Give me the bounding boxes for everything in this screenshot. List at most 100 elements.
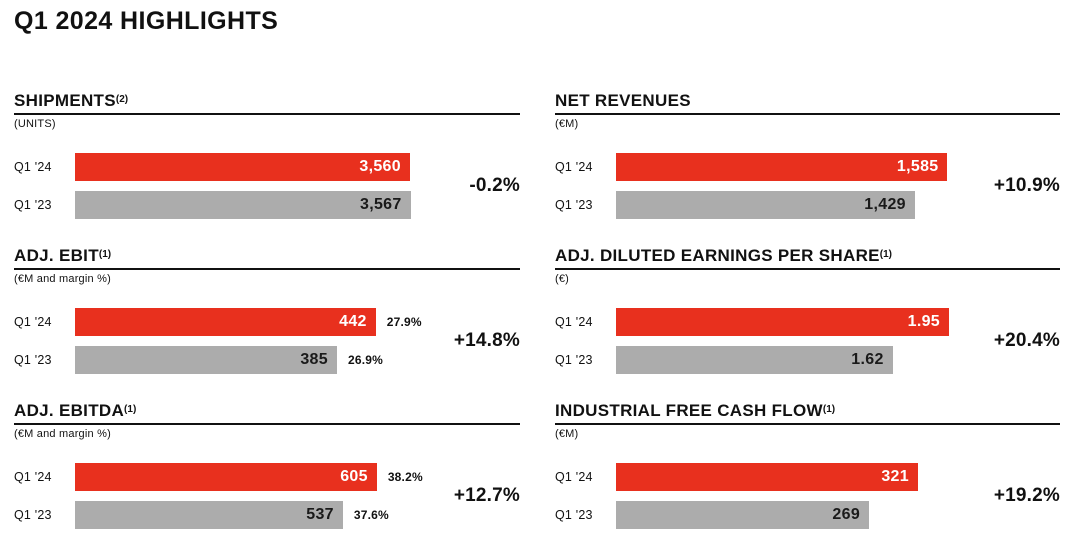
footnote-marker: (1) [879,249,893,260]
section-title: ADJ. EBIT [14,246,99,265]
unit-label: (€M and margin %) [14,273,111,285]
margin-label: 37.6% [353,508,389,522]
bar-current: 321 [616,463,918,491]
bar-track: 605 38.2% [75,463,520,491]
bar-value: 605 [340,468,368,485]
delta-label: +10.9% [993,175,1060,196]
category-label: Q1 '24 [14,160,52,174]
bar-row: Q1 '24 3,560 [14,153,520,181]
bar-row: Q1 '23 1.62 [555,346,1060,374]
footnote-marker: (1) [124,404,137,415]
bar-group: Q1 '24 442 27.9% Q1 '23 385 26.9% +14.8% [14,308,520,374]
category-label: Q1 '24 [555,315,593,329]
charts-grid: SHIPMENTS(2) (UNITS) Q1 '24 3,560 Q1 '23… [14,92,1060,529]
delta-label: +12.7% [453,485,520,506]
bar-value: 1,429 [864,196,906,213]
bar-track: 321 [616,463,1060,491]
bar-prior: 385 [75,346,337,374]
bar-group: Q1 '24 1.95 Q1 '23 1.62 +20.4% [555,308,1060,374]
bar-group: Q1 '24 1,585 Q1 '23 1,429 +10.9% [555,153,1060,219]
bar-prior: 1,429 [616,191,915,219]
bar-value: 3,560 [359,158,401,175]
category-label: Q1 '24 [14,470,52,484]
bar-value: 1.95 [907,313,940,330]
bar-row: Q1 '23 1,429 [555,191,1060,219]
bar-row: Q1 '24 605 38.2% [14,463,520,491]
bar-value: 442 [339,313,367,330]
bar-row: Q1 '24 1,585 [555,153,1060,181]
bar-row: Q1 '23 537 37.6% [14,501,520,529]
bar-track: 1.62 [616,346,1060,374]
bar-value: 385 [300,351,328,368]
bar-value: 269 [832,506,861,523]
bar-current: 1,585 [616,153,948,181]
chart-adj-ebitda: ADJ. EBITDA(1) (€M and margin %) Q1 '24 … [14,402,520,529]
bar-group: Q1 '24 605 38.2% Q1 '23 537 37.6% +12.7% [14,463,520,529]
bar-track: 1,429 [616,191,1060,219]
bar-value: 537 [306,506,334,523]
bar-prior: 537 [75,501,343,529]
bar-row: Q1 '23 269 [555,501,1060,529]
section-title: ADJ. DILUTED EARNINGS PER SHARE [555,246,880,265]
bar-row: Q1 '24 442 27.9% [14,308,520,336]
bar-current: 1.95 [616,308,949,336]
category-label: Q1 '24 [14,315,52,329]
delta-label: -0.2% [469,175,520,196]
section-header: ADJ. EBITDA(1) [14,402,520,425]
bar-prior: 269 [616,501,870,529]
bar-track: 3,567 [75,191,520,219]
bar-track: 537 37.6% [75,501,520,529]
category-label: Q1 '23 [14,198,52,212]
chart-adj-ebit: ADJ. EBIT(1) (€M and margin %) Q1 '24 44… [14,247,520,374]
category-label: Q1 '23 [14,353,52,367]
unit-label: (€) [555,273,570,285]
section-header: NET REVENUES [555,92,1060,115]
footnote-marker: (2) [115,94,129,105]
bar-group: Q1 '24 321 Q1 '23 269 +19.2% [555,463,1060,529]
bar-current: 3,560 [75,153,410,181]
bar-track: 1,585 [616,153,1060,181]
bar-track: 385 26.9% [75,346,520,374]
margin-label: 27.9% [386,315,422,329]
category-label: Q1 '23 [555,198,593,212]
bar-prior: 3,567 [75,191,411,219]
chart-shipments: SHIPMENTS(2) (UNITS) Q1 '24 3,560 Q1 '23… [14,92,520,219]
bar-track: 442 27.9% [75,308,520,336]
bar-value: 1,585 [896,158,939,175]
bar-current: 442 [75,308,376,336]
delta-label: +19.2% [993,485,1060,506]
section-header: SHIPMENTS(2) [14,92,520,115]
bar-value: 1.62 [851,351,884,368]
category-label: Q1 '23 [555,353,593,367]
section-title: SHIPMENTS [14,91,116,110]
bar-value: 321 [881,468,909,485]
category-label: Q1 '24 [555,160,593,174]
delta-label: +14.8% [453,330,520,351]
bar-value: 3,567 [360,196,402,213]
bar-track: 269 [616,501,1060,529]
bar-track: 3,560 [75,153,520,181]
bar-prior: 1.62 [616,346,893,374]
chart-industrial-free-cash-flow: INDUSTRIAL FREE CASH FLOW(1) (€M) Q1 '24… [555,402,1060,529]
section-title: NET REVENUES [555,91,691,110]
page-title: Q1 2024 HIGHLIGHTS [14,7,279,35]
section-header: ADJ. DILUTED EARNINGS PER SHARE(1) [555,247,1060,270]
chart-net-revenues: NET REVENUES (€M) Q1 '24 1,585 Q1 '23 1,… [555,92,1060,219]
unit-label: (€M) [555,118,579,130]
unit-label: (€M and margin %) [14,428,111,440]
category-label: Q1 '23 [555,508,593,522]
margin-label: 26.9% [347,353,383,367]
unit-label: (€M) [555,428,579,440]
bar-track: 1.95 [616,308,1060,336]
chart-adj-diluted-eps: ADJ. DILUTED EARNINGS PER SHARE(1) (€) Q… [555,247,1060,374]
bar-row: Q1 '24 1.95 [555,308,1060,336]
category-label: Q1 '23 [14,508,52,522]
footnote-marker: (1) [822,404,836,415]
bar-row: Q1 '23 385 26.9% [14,346,520,374]
section-header: ADJ. EBIT(1) [14,247,520,270]
section-header: INDUSTRIAL FREE CASH FLOW(1) [555,402,1060,425]
margin-label: 38.2% [387,470,423,484]
bar-row: Q1 '23 3,567 [14,191,520,219]
section-title: ADJ. EBITDA [14,401,125,420]
